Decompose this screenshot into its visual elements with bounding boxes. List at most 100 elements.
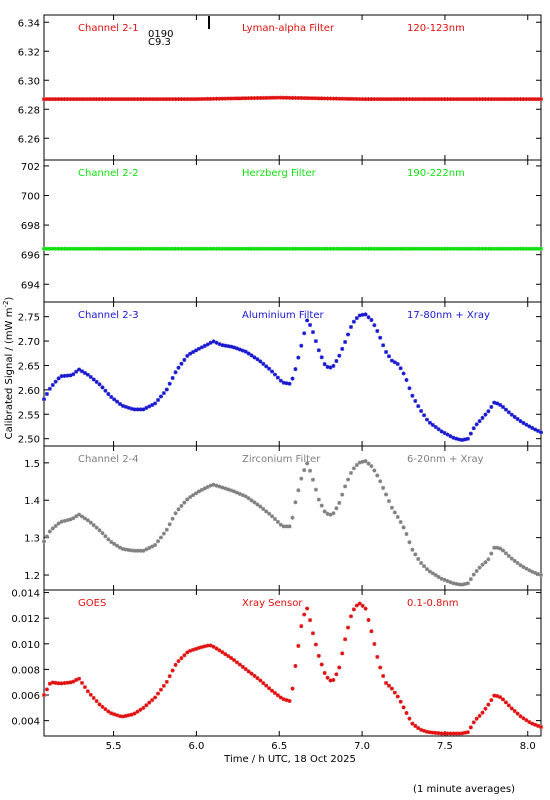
data-point	[173, 97, 178, 102]
data-point	[246, 96, 251, 101]
data-point	[138, 707, 143, 712]
data-point	[512, 97, 517, 102]
data-point	[401, 525, 406, 530]
data-point	[118, 246, 123, 251]
data-point	[109, 246, 114, 251]
data-point	[348, 246, 353, 251]
data-point	[398, 246, 403, 251]
data-point	[413, 398, 418, 403]
data-point	[530, 721, 535, 726]
data-point	[319, 246, 324, 251]
data-point	[465, 246, 470, 251]
data-point	[287, 699, 292, 704]
data-point	[354, 603, 359, 608]
data-point	[103, 707, 108, 712]
data-point	[381, 97, 386, 102]
data-point	[462, 730, 467, 735]
data-point	[422, 97, 427, 102]
data-point	[240, 96, 245, 101]
data-point	[536, 246, 541, 251]
data-point	[65, 518, 70, 523]
data-point	[232, 658, 237, 663]
data-point	[129, 406, 134, 411]
data-point	[398, 520, 403, 525]
data-point	[214, 246, 219, 251]
y-tick-label: 0.010	[11, 640, 40, 651]
data-point	[211, 339, 216, 344]
data-point	[512, 414, 517, 419]
data-point	[115, 543, 120, 548]
data-point	[308, 96, 313, 101]
data-point	[240, 664, 245, 669]
data-point	[208, 340, 213, 345]
data-point	[97, 528, 102, 533]
data-point	[208, 246, 213, 251]
data-point	[422, 413, 427, 418]
data-point	[533, 570, 538, 575]
data-point	[249, 498, 254, 503]
panel-header-label: Channel 2-4	[78, 454, 139, 465]
data-point	[94, 699, 99, 704]
data-point	[334, 246, 339, 251]
data-point	[395, 246, 400, 251]
data-point	[471, 720, 476, 725]
data-point	[351, 246, 356, 251]
x-tick-label: 8.0	[520, 741, 536, 752]
data-point	[348, 324, 353, 329]
data-point	[460, 582, 465, 587]
data-point	[372, 641, 377, 646]
data-point	[129, 548, 134, 553]
data-point	[340, 346, 345, 351]
data-point	[524, 97, 529, 102]
data-point	[348, 96, 353, 101]
data-point	[460, 246, 465, 251]
data-point	[419, 408, 424, 413]
data-point	[433, 425, 438, 430]
data-point	[284, 246, 289, 251]
data-point	[372, 97, 377, 102]
data-point	[296, 355, 301, 360]
data-point	[264, 683, 269, 688]
data-point	[302, 246, 307, 251]
data-point	[392, 690, 397, 695]
data-point	[433, 97, 438, 102]
data-point	[299, 343, 304, 348]
data-point	[477, 97, 482, 102]
data-point	[322, 246, 327, 251]
data-point	[194, 246, 199, 251]
data-point	[42, 693, 46, 698]
y-tick-label: 0.004	[11, 717, 40, 728]
data-point	[483, 97, 488, 102]
data-point	[366, 617, 371, 622]
data-point	[176, 246, 181, 251]
panel-header-label: 6-20nm + Xray	[407, 454, 484, 465]
data-point	[185, 497, 190, 502]
data-point	[147, 700, 152, 705]
data-point	[395, 514, 400, 519]
data-point	[392, 246, 397, 251]
data-point	[281, 246, 286, 251]
data-point	[477, 565, 482, 570]
data-point	[486, 246, 491, 251]
y-tick-label: 2.65	[18, 361, 40, 372]
data-point	[106, 709, 111, 714]
data-point	[164, 527, 169, 532]
data-point	[486, 409, 491, 414]
data-point	[518, 714, 523, 719]
data-point	[337, 246, 342, 251]
data-point	[422, 246, 427, 251]
data-point	[272, 690, 277, 695]
data-point	[410, 547, 415, 552]
data-point	[439, 429, 444, 434]
data-point	[351, 96, 356, 101]
data-point	[483, 412, 488, 417]
data-point	[539, 725, 543, 730]
data-point	[135, 407, 140, 412]
data-point	[47, 97, 52, 102]
data-point	[398, 97, 403, 102]
data-point	[360, 603, 365, 608]
data-point	[62, 681, 67, 686]
data-point	[196, 97, 201, 102]
data-point	[176, 97, 181, 102]
data-point	[240, 246, 245, 251]
